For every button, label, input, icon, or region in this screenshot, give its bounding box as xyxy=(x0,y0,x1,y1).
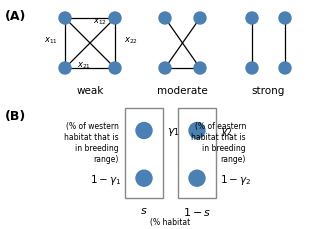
Text: moderate: moderate xyxy=(157,86,208,96)
Text: $\gamma_2$: $\gamma_2$ xyxy=(220,126,233,139)
Circle shape xyxy=(136,170,152,186)
Circle shape xyxy=(59,12,71,24)
Circle shape xyxy=(59,62,71,74)
Text: (% habitat
in the west): (% habitat in the west) xyxy=(148,218,193,229)
Text: $x_{12}$: $x_{12}$ xyxy=(93,17,107,27)
Text: (% of western
habitat that is
in breeding
range): (% of western habitat that is in breedin… xyxy=(64,122,119,164)
Circle shape xyxy=(279,12,291,24)
Circle shape xyxy=(136,123,152,139)
Text: weak: weak xyxy=(76,86,104,96)
Text: (% of eastern
habitat that is
in breeding
range): (% of eastern habitat that is in breedin… xyxy=(191,122,246,164)
Text: $\gamma_1$: $\gamma_1$ xyxy=(167,126,180,139)
Text: (A): (A) xyxy=(5,10,27,23)
Circle shape xyxy=(194,12,206,24)
Text: $s$: $s$ xyxy=(140,206,148,216)
Text: strong: strong xyxy=(252,86,285,96)
Text: $x_{21}$: $x_{21}$ xyxy=(77,61,91,71)
Bar xyxy=(125,108,163,198)
Text: (B): (B) xyxy=(5,110,26,123)
Bar xyxy=(178,108,216,198)
Text: $x_{22}$: $x_{22}$ xyxy=(124,36,138,46)
Text: $1-\gamma_1$: $1-\gamma_1$ xyxy=(90,173,121,187)
Circle shape xyxy=(109,62,121,74)
Text: $1-s$: $1-s$ xyxy=(183,206,211,218)
Text: $1-\gamma_2$: $1-\gamma_2$ xyxy=(220,173,251,187)
Circle shape xyxy=(246,12,258,24)
Circle shape xyxy=(189,170,205,186)
Circle shape xyxy=(279,62,291,74)
Circle shape xyxy=(159,12,171,24)
Circle shape xyxy=(246,62,258,74)
Circle shape xyxy=(189,123,205,139)
Circle shape xyxy=(159,62,171,74)
Circle shape xyxy=(194,62,206,74)
Text: $x_{11}$: $x_{11}$ xyxy=(44,36,58,46)
Circle shape xyxy=(109,12,121,24)
